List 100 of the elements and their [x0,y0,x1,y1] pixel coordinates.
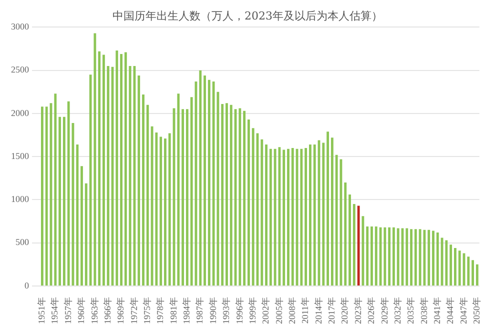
bar [326,132,329,286]
x-tick-label: 2044年 [445,297,456,324]
bar [204,76,206,286]
bar [128,66,132,286]
bar [247,120,250,286]
bar [106,66,110,286]
x-tick-label: 1993年 [221,297,232,324]
bar [94,33,96,286]
y-tick-label: 1500 [11,150,30,161]
bar [458,250,461,286]
bar [304,148,308,286]
bar [335,154,338,286]
bar [396,228,400,286]
y-tick-label: 0 [24,280,30,290]
bar [348,194,351,286]
bar [436,232,439,286]
x-tick-label: 2041年 [432,297,442,324]
bar [313,144,316,286]
bar [291,148,294,286]
x-tick-label: 2050年 [472,297,482,324]
x-tick-label: 1972年 [128,297,139,324]
x-tick-label: 1990年 [208,297,218,324]
bar [388,227,391,286]
x-tick-label: 1954年 [50,297,60,324]
x-tick-label: 1969年 [116,297,126,324]
bar [344,182,347,286]
bar [366,226,369,286]
bar [84,183,88,286]
bar [190,97,193,286]
bar [274,148,276,286]
bar [265,144,268,286]
bar [287,148,290,286]
bar [54,94,57,286]
x-tick-label: 1951年 [36,297,47,324]
x-tick-label: 2008年 [287,297,297,324]
x-tick-label: 2035年 [406,297,416,324]
bar [260,139,264,286]
bar [252,128,254,286]
bar [384,227,386,286]
bar [45,106,48,286]
bar [410,229,412,286]
bar [212,82,215,286]
bar [330,138,334,286]
bar [467,256,470,286]
bar [168,133,171,286]
bar [208,80,210,286]
bar [362,216,364,286]
bar [160,136,162,286]
bar [445,240,448,286]
bar [300,148,303,286]
bar [374,226,378,286]
x-tick-label: 1999年 [247,297,258,324]
bar [80,166,83,286]
bar [454,248,456,286]
y-tick-label: 500 [16,237,30,248]
bar [414,229,417,286]
x-tick-label: 2020年 [340,297,350,324]
bar [146,104,149,286]
bar [432,230,434,286]
bar [221,104,224,286]
bar [406,228,408,286]
bar [58,116,61,286]
x-tick-label: 1987年 [194,297,205,324]
bar [392,227,395,286]
bar [238,108,242,286]
bar [357,206,360,286]
bar [199,70,202,286]
x-tick-label: 1963年 [89,297,100,324]
chart-title: 中国历年出生人数（万人，2023年及以后为本人估算） [112,9,382,22]
bar [76,144,79,286]
bar [450,244,452,286]
bar [116,50,118,286]
bar [476,264,478,286]
x-tick-label: 2038年 [418,297,429,324]
bar [186,109,188,286]
bar [428,230,430,286]
x-tick-label: 1981年 [168,297,178,324]
x-tick-label: 1984年 [182,297,192,324]
x-tick-label: 1996年 [234,297,244,324]
bar [472,260,474,286]
bar [62,116,66,286]
bar [370,226,373,286]
x-tick-label: 2017年 [326,297,337,324]
y-tick-label: 2500 [11,64,30,75]
x-tick-label: 2032年 [392,297,402,324]
bar [226,103,228,286]
bar [67,101,70,286]
x-tick-label: 1975年 [142,297,152,324]
bar [40,106,44,286]
bar [243,110,246,286]
x-tick-label: 2029年 [379,297,390,324]
x-tick-label: 2014年 [313,297,324,324]
y-tick-label: 3000 [11,22,30,32]
bar [138,76,140,286]
x-tick-label: 2026年 [366,297,376,324]
x-tick-label: 2005年 [274,297,284,324]
x-tick-label: 1957年 [62,297,73,324]
x-tick-label: 1960年 [76,297,86,324]
bar [322,142,325,286]
bar [155,132,158,286]
